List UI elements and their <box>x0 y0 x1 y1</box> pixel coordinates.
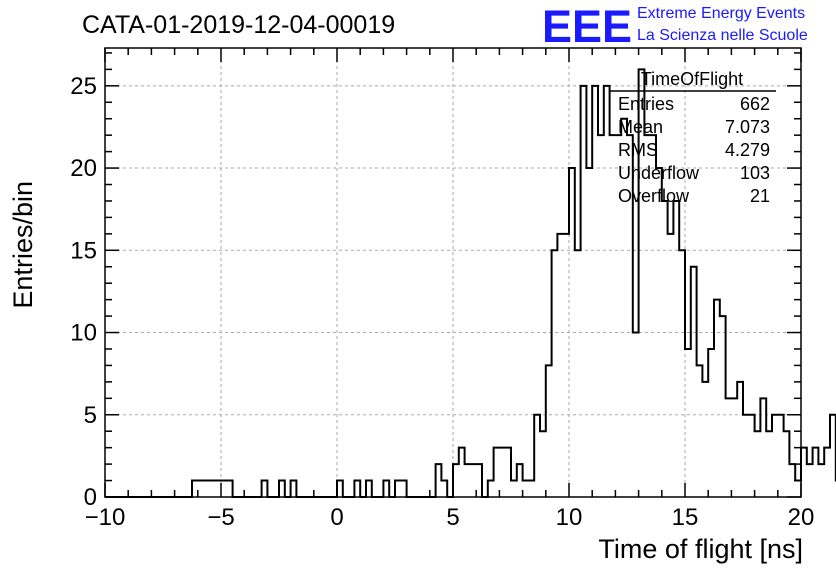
y-tick-label: 0 <box>84 484 97 511</box>
stats-title: TimeOfFlight <box>641 69 743 89</box>
y-tick-label: 20 <box>70 155 97 182</box>
eee-logo: EEE Extreme Energy Events La Scienza nel… <box>542 1 808 52</box>
x-tick-label: −10 <box>85 504 126 531</box>
axes: −10 −5 0 5 10 15 20 0 5 10 15 20 25 <box>70 47 815 531</box>
stats-entries-label: Entries <box>618 94 674 114</box>
stats-underflow-value: 103 <box>740 163 770 183</box>
x-tick-label: 20 <box>788 504 815 531</box>
org-line-2: La Scienza nelle Scuole <box>637 27 808 44</box>
y-axis-label: Entries/bin <box>8 181 38 309</box>
x-tick-label: 15 <box>672 504 699 531</box>
run-title: CATA-01-2019-12-04-00019 <box>82 11 395 39</box>
y-tick-label: 25 <box>70 73 97 100</box>
stats-rms-label: RMS <box>618 140 658 160</box>
eee-logo-text: EEE <box>542 1 632 52</box>
x-tick-label: 0 <box>330 504 343 531</box>
stats-overflow-label: Overflow <box>618 186 690 206</box>
stats-entries-value: 662 <box>740 94 770 114</box>
org-line-1: Extreme Energy Events <box>637 5 805 22</box>
stats-mean-value: 7.073 <box>725 117 770 137</box>
y-tick-label: 5 <box>84 402 97 429</box>
y-tick-label: 15 <box>70 237 97 264</box>
y-tick-label: 10 <box>70 320 97 347</box>
x-axis-label: Time of flight [ns] <box>598 534 803 564</box>
stats-underflow-label: Underflow <box>618 163 700 183</box>
stats-rms-value: 4.279 <box>725 140 770 160</box>
stats-overflow-value: 21 <box>750 186 770 206</box>
stats-box: TimeOfFlight Entries 662 Mean 7.073 RMS … <box>610 69 776 206</box>
x-tick-label: −5 <box>207 504 234 531</box>
x-tick-label: 10 <box>556 504 583 531</box>
x-tick-label: 5 <box>446 504 459 531</box>
stats-mean-label: Mean <box>618 117 663 137</box>
